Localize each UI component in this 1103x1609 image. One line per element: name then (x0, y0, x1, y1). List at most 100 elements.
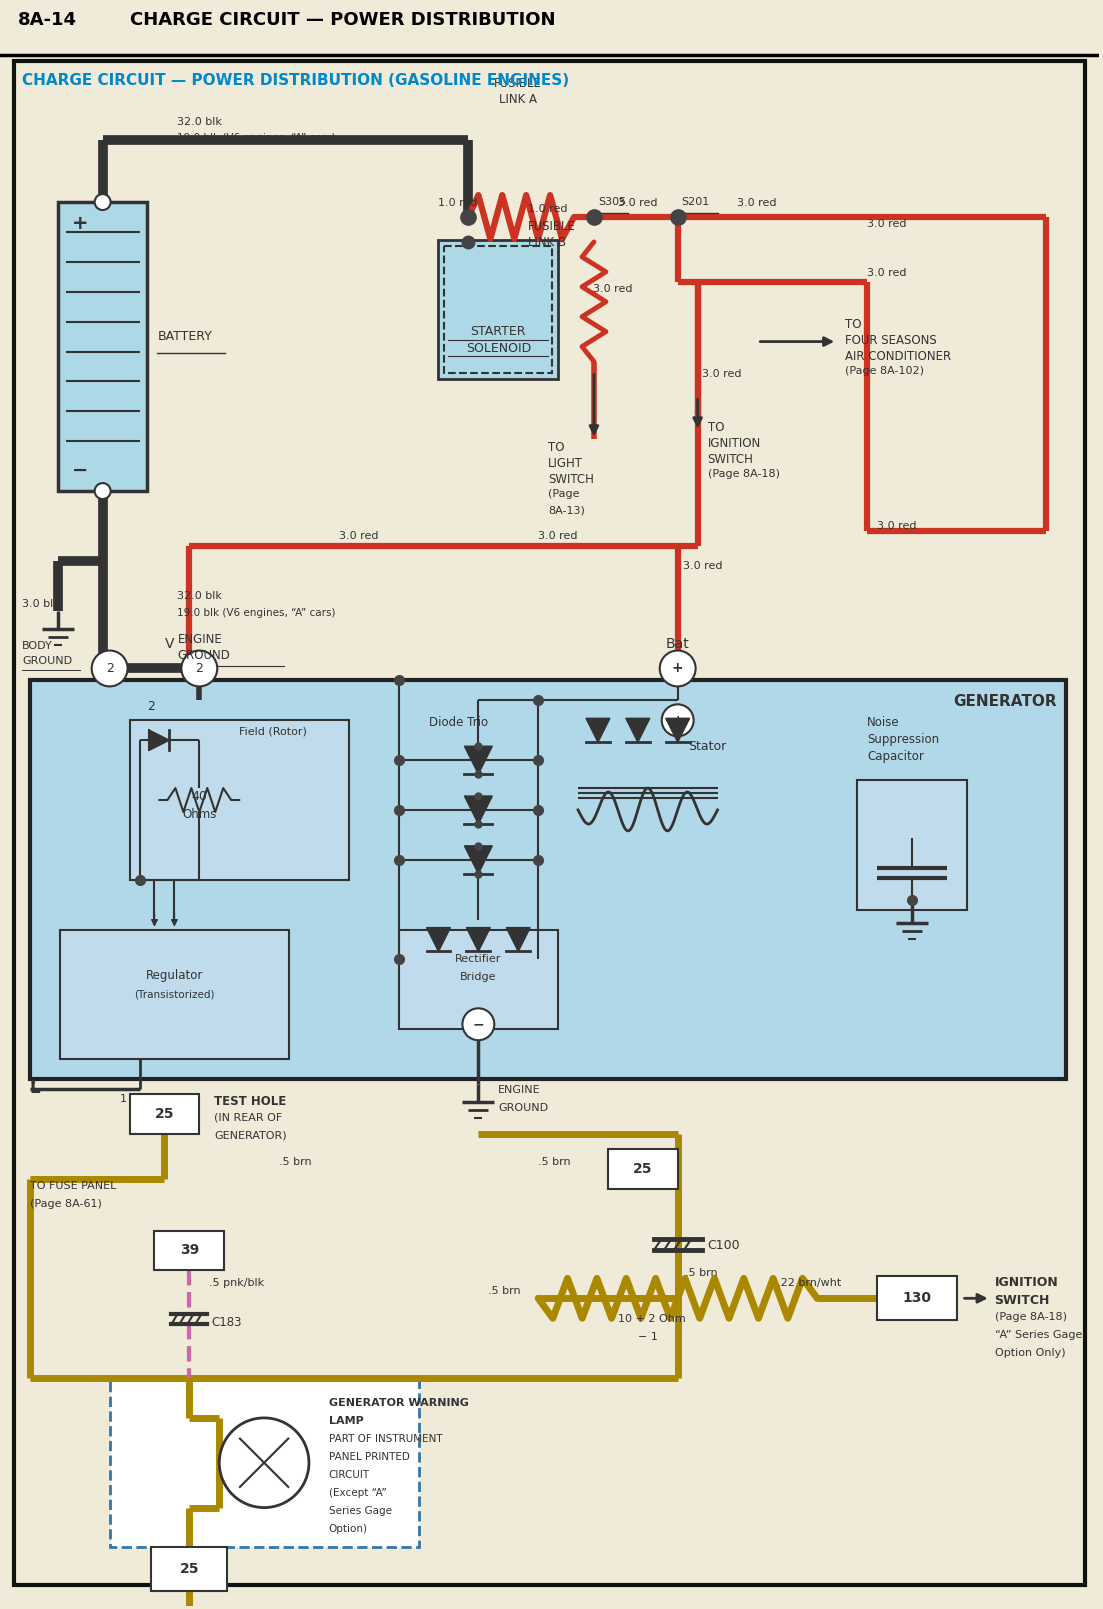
Polygon shape (625, 718, 650, 742)
Circle shape (662, 705, 694, 737)
Text: Capacitor: Capacitor (867, 750, 924, 763)
Text: 40: 40 (192, 790, 207, 803)
Text: BODY: BODY (22, 640, 53, 650)
Text: 130: 130 (902, 1292, 931, 1305)
Bar (439, 240, 558, 380)
Polygon shape (464, 747, 492, 774)
Text: −: − (72, 462, 88, 479)
Text: TO: TO (845, 317, 861, 331)
Text: (IN REAR OF: (IN REAR OF (214, 1113, 282, 1123)
Text: 25: 25 (180, 1562, 200, 1577)
Text: 1: 1 (119, 1094, 127, 1104)
Bar (60, 930, 289, 1059)
Text: 3.0 red: 3.0 red (538, 531, 578, 541)
Text: FUSIBLE: FUSIBLE (494, 77, 543, 90)
Text: LIGHT: LIGHT (548, 457, 583, 470)
Polygon shape (467, 927, 491, 951)
Text: 25: 25 (633, 1162, 653, 1176)
Text: 32.0 blk: 32.0 blk (178, 117, 223, 127)
Text: ˆ: ˆ (30, 1081, 36, 1096)
Text: GROUND: GROUND (499, 1104, 548, 1113)
Text: FUSIBLE: FUSIBLE (528, 220, 576, 233)
Text: 3.0 red: 3.0 red (339, 531, 378, 541)
Text: 8A-13): 8A-13) (548, 505, 585, 515)
Text: Stator: Stator (687, 740, 726, 753)
Text: 3.0 red: 3.0 red (593, 283, 632, 294)
Text: .5 brn: .5 brn (489, 1286, 521, 1297)
Text: .5 brn: .5 brn (279, 1157, 312, 1167)
Text: TO: TO (548, 441, 565, 454)
Circle shape (95, 195, 110, 211)
Text: Suppression: Suppression (867, 734, 939, 747)
Text: GROUND: GROUND (178, 648, 231, 661)
Text: .5 pnk/blk: .5 pnk/blk (210, 1279, 265, 1289)
Text: Rectifier: Rectifier (456, 954, 502, 964)
Bar (151, 1548, 227, 1591)
Text: Option): Option) (329, 1524, 368, 1533)
Text: PART OF INSTRUMENT: PART OF INSTRUMENT (329, 1434, 442, 1443)
Text: SWITCH: SWITCH (708, 454, 753, 467)
Text: “A” Series Gage: “A” Series Gage (995, 1331, 1082, 1340)
Text: Ohms: Ohms (182, 808, 216, 821)
Text: ENGINE: ENGINE (499, 1084, 540, 1096)
Text: .5 brn: .5 brn (538, 1157, 570, 1167)
Text: 3.0 red: 3.0 red (738, 198, 777, 208)
Text: GENERATOR: GENERATOR (953, 695, 1057, 710)
Text: Series Gage: Series Gage (329, 1506, 392, 1516)
Text: 39: 39 (180, 1244, 199, 1258)
Text: SWITCH: SWITCH (995, 1294, 1050, 1308)
Text: ENGINE: ENGINE (178, 632, 222, 645)
Text: (Page 8A-102): (Page 8A-102) (845, 365, 924, 375)
Text: 3.0 red: 3.0 red (683, 562, 722, 571)
Text: 3.0 red: 3.0 red (702, 370, 741, 380)
Bar (154, 1231, 224, 1271)
Bar (30, 681, 1067, 1080)
Text: Bridge: Bridge (460, 972, 496, 983)
Text: 3.0 blk: 3.0 blk (22, 599, 60, 608)
Polygon shape (150, 730, 170, 750)
Text: 2: 2 (195, 661, 203, 674)
Text: 19.0 blk (V6 engines, “A” cars): 19.0 blk (V6 engines, “A” cars) (178, 134, 336, 143)
Text: CHARGE CIRCUIT — POWER DISTRIBUTION (GASOLINE ENGINES): CHARGE CIRCUIT — POWER DISTRIBUTION (GAS… (22, 72, 569, 87)
Text: Field (Rotor): Field (Rotor) (239, 726, 307, 737)
Text: STARTER: STARTER (471, 325, 526, 338)
Text: 10 + 2 Ohm: 10 + 2 Ohm (618, 1315, 686, 1324)
Text: 2: 2 (148, 700, 156, 713)
Bar (445, 246, 553, 373)
Text: 19.0 blk (V6 engines, “A” cars): 19.0 blk (V6 engines, “A” cars) (178, 608, 336, 618)
Text: BATTERY: BATTERY (158, 330, 213, 343)
Text: TO FUSE PANEL: TO FUSE PANEL (30, 1181, 116, 1191)
Text: GROUND: GROUND (22, 655, 72, 666)
Text: S305: S305 (598, 196, 627, 208)
Text: TO: TO (708, 422, 724, 434)
Text: 3.0 red: 3.0 red (618, 198, 657, 208)
Text: 1.0 red: 1.0 red (528, 204, 568, 214)
Text: Diode Trio: Diode Trio (429, 716, 488, 729)
Text: 3.0 red: 3.0 red (877, 521, 917, 531)
Text: +: + (673, 714, 683, 727)
Text: .22 brn/wht: .22 brn/wht (777, 1279, 842, 1289)
Bar (398, 930, 558, 1030)
Text: FOUR SEASONS: FOUR SEASONS (845, 333, 936, 346)
Bar (608, 1149, 677, 1189)
Text: CHARGE CIRCUIT — POWER DISTRIBUTION: CHARGE CIRCUIT — POWER DISTRIBUTION (129, 11, 555, 29)
Text: .5 brn: .5 brn (685, 1268, 717, 1279)
Bar (877, 1276, 956, 1321)
Text: L: L (30, 1080, 41, 1097)
Text: 1.0 red: 1.0 red (439, 198, 478, 208)
Text: S201: S201 (682, 196, 710, 208)
Text: GENERATOR WARNING: GENERATOR WARNING (329, 1398, 469, 1408)
Text: PANEL PRINTED: PANEL PRINTED (329, 1451, 409, 1463)
Polygon shape (464, 846, 492, 874)
Text: (Page 8A-18): (Page 8A-18) (708, 470, 780, 479)
Text: IGNITION: IGNITION (708, 438, 761, 451)
Bar (0, 3, 1100, 55)
Text: −: − (472, 1017, 484, 1031)
Text: (Page: (Page (548, 489, 579, 499)
Text: 2: 2 (106, 661, 114, 674)
Bar (129, 1094, 200, 1134)
Text: V: V (164, 637, 174, 650)
Bar (109, 1377, 418, 1548)
Text: (Page 8A-18): (Page 8A-18) (995, 1313, 1067, 1323)
Text: GENERATOR): GENERATOR) (214, 1131, 287, 1141)
